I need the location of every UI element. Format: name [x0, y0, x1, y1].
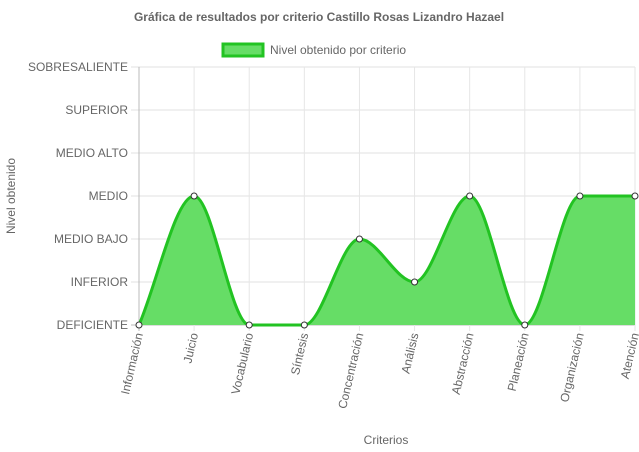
plot-area — [137, 194, 635, 327]
y-tick-label: INFERIOR — [71, 275, 129, 289]
data-point[interactable] — [411, 278, 419, 286]
y-tick-label: MEDIO ALTO — [56, 146, 128, 160]
x-tick-label: Juicio — [180, 331, 201, 364]
x-tick-label: Análisis — [399, 332, 422, 375]
x-tick-label: Vocabulario — [228, 331, 256, 396]
data-point[interactable] — [300, 321, 308, 329]
y-axis-title: Nivel obtenido — [4, 158, 18, 234]
data-point[interactable] — [576, 192, 584, 200]
x-tick-label: Síntesis — [288, 332, 311, 377]
y-tick-label: MEDIO BAJO — [54, 232, 128, 246]
data-point[interactable] — [245, 321, 253, 329]
series-line — [137, 194, 635, 327]
y-tick-label: MEDIO — [89, 189, 128, 203]
data-point[interactable] — [190, 192, 198, 200]
data-point[interactable] — [135, 321, 143, 329]
legend[interactable]: Nivel obtenido por criterio — [221, 42, 406, 58]
chart-title: Gráfica de resultados por criterio Casti… — [134, 10, 504, 24]
x-tick-label: Información — [118, 332, 146, 396]
data-point[interactable] — [521, 321, 529, 329]
data-point[interactable] — [355, 235, 363, 243]
data-points — [135, 192, 639, 329]
data-point[interactable] — [631, 192, 639, 200]
legend-label: Nivel obtenido por criterio — [270, 43, 406, 57]
y-tick-label: SOBRESALIENTE — [28, 60, 128, 74]
y-tick-labels: DEFICIENTE INFERIOR MEDIO BAJO MEDIO MEDIO A… — [28, 60, 128, 332]
x-tick-labels: Información Juicio Vocabulario Síntesis Conc… — [118, 331, 639, 410]
x-tick-label: Atención — [618, 332, 639, 381]
x-tick-label: Concentración — [335, 332, 366, 411]
legend-swatch — [221, 42, 265, 58]
x-tick-label: Abstracción — [449, 332, 477, 396]
x-tick-label: Organización — [557, 332, 587, 404]
x-tick-label: Planeación — [505, 332, 532, 393]
data-point[interactable] — [466, 192, 474, 200]
y-tick-label: DEFICIENTE — [57, 318, 128, 332]
x-axis-title: Criterios — [364, 433, 409, 447]
y-tick-label: SUPERIOR — [65, 103, 128, 117]
